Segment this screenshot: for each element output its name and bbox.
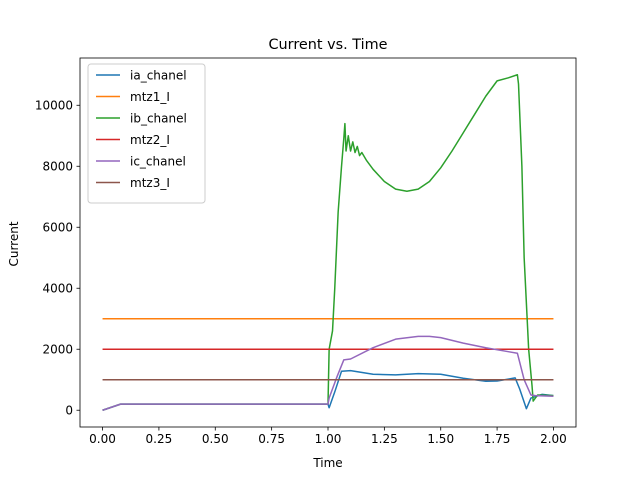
y-tick-label: 10000 bbox=[35, 99, 73, 113]
legend-label-mtz3_I: mtz3_I bbox=[130, 176, 170, 190]
chart-title: Current vs. Time bbox=[268, 37, 387, 53]
x-tick-label: 0.75 bbox=[258, 432, 285, 446]
x-tick-label: 0.00 bbox=[89, 432, 116, 446]
y-tick-label: 0 bbox=[65, 404, 73, 418]
series-line-ib_chanel bbox=[102, 74, 554, 411]
legend-label-ic_chanel: ic_chanel bbox=[130, 154, 186, 168]
y-tick-label: 8000 bbox=[42, 160, 73, 174]
x-tick-label: 0.50 bbox=[202, 432, 229, 446]
series-line-ia_chanel bbox=[102, 369, 554, 411]
plot-area: 0.00 0.25 0.50 0.75 1.00 1.25 1.50 1.75 2.00 0 200… bbox=[35, 57, 577, 446]
legend-box bbox=[87, 63, 206, 204]
legend-label-ia_chanel: ia_chanel bbox=[130, 68, 187, 82]
x-tick-label: 2.00 bbox=[540, 432, 567, 446]
y-axis-label: Current bbox=[7, 221, 21, 266]
x-axis-label: Time bbox=[312, 456, 342, 470]
legend-label-mtz1_I: mtz1_I bbox=[130, 90, 170, 104]
x-tick-label: 1.00 bbox=[315, 432, 342, 446]
series-line-ic_chanel bbox=[102, 335, 554, 411]
y-tick-label: 6000 bbox=[42, 221, 73, 235]
x-tick-label: 1.50 bbox=[427, 432, 454, 446]
y-tick-label: 2000 bbox=[42, 343, 73, 357]
legend-label-mtz2_I: mtz2_I bbox=[130, 133, 170, 147]
y-tick-label: 4000 bbox=[42, 282, 73, 296]
x-tick-label: 1.25 bbox=[371, 432, 398, 446]
legend: ia_chanel mtz1_I ib_chanel mtz2_I ic_chanelm… bbox=[87, 63, 206, 204]
x-tick-label: 1.75 bbox=[484, 432, 511, 446]
x-tick-label: 0.25 bbox=[146, 432, 173, 446]
legend-label-ib_chanel: ib_chanel bbox=[130, 111, 187, 125]
